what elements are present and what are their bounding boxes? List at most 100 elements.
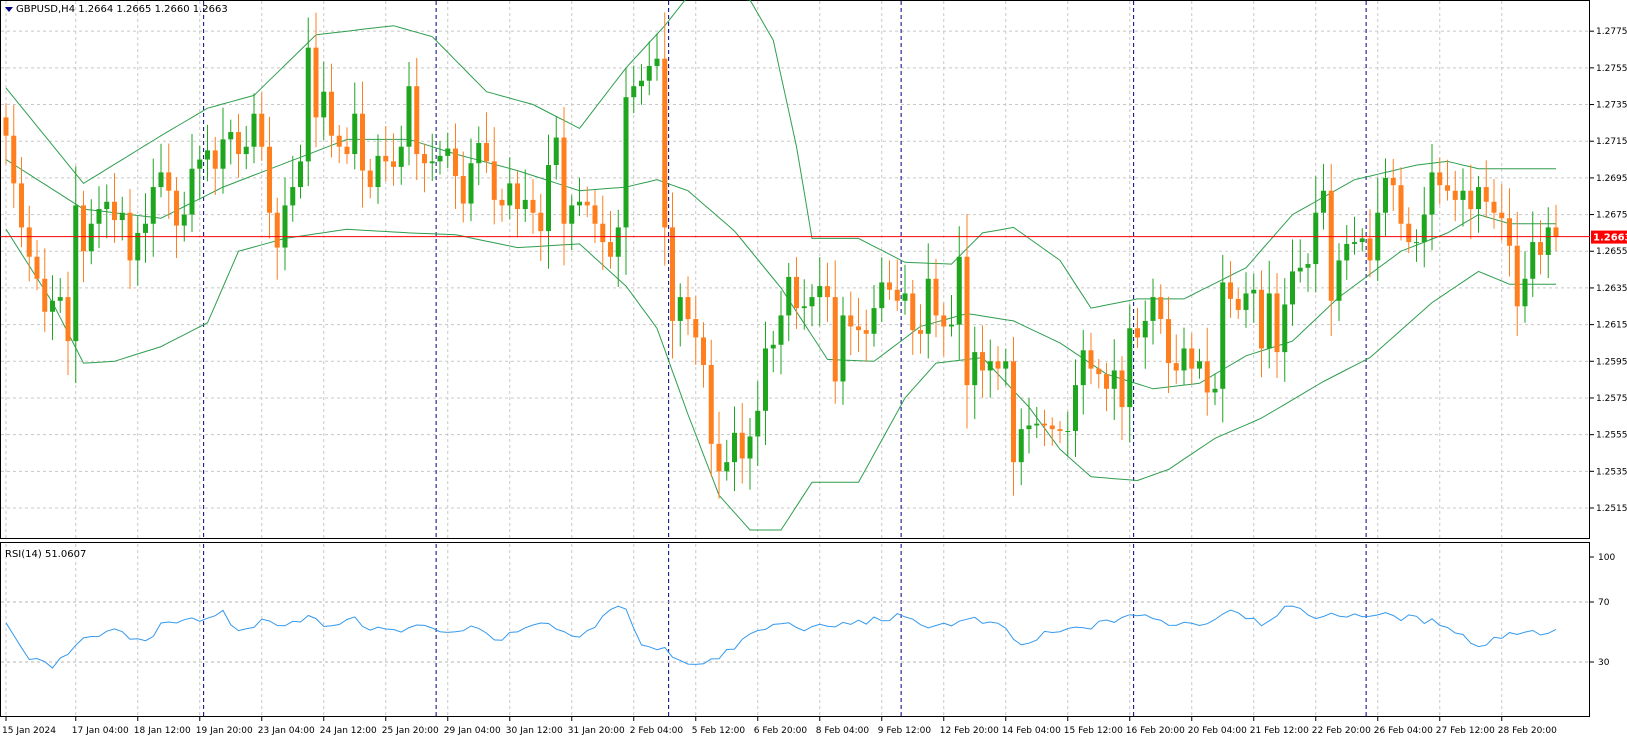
candle — [964, 214, 970, 429]
candle — [313, 12, 319, 148]
bear-candle-body — [65, 297, 71, 342]
candle — [158, 143, 164, 198]
bear-candle-body — [1499, 212, 1505, 219]
bull-candle-body — [1212, 388, 1218, 393]
candles[interactable] — [3, 12, 1559, 499]
bull-candle-body — [73, 205, 79, 342]
bull-candle-body — [522, 199, 528, 210]
bear-candle-body — [313, 47, 319, 118]
bull-candle-body — [507, 183, 513, 206]
bear-candle-body — [236, 132, 241, 155]
candle — [1452, 170, 1458, 222]
bull-candle-body — [1073, 385, 1078, 431]
bear-candle-body — [81, 205, 86, 252]
bull-candle-body — [104, 201, 110, 210]
bear-candle-body — [26, 227, 32, 257]
candle — [1530, 211, 1536, 297]
bear-candle-body — [1189, 348, 1195, 369]
bull-candle-body — [1460, 190, 1466, 200]
candle — [747, 417, 753, 490]
time-tick-label: 21 Feb 12:00 — [1250, 726, 1309, 736]
price-tick-label: 1.2515 — [1596, 504, 1627, 514]
current-price-line: 1.2663 — [1, 230, 1627, 244]
candle — [949, 295, 954, 337]
price-tick-label: 1.2575 — [1596, 394, 1627, 404]
candle — [755, 381, 761, 467]
candle — [553, 116, 559, 180]
candle — [1507, 188, 1512, 277]
candle — [623, 68, 629, 275]
bull-candle-body — [50, 300, 55, 312]
bull-candle-body — [724, 462, 730, 472]
time-tick-label: 23 Jan 04:00 — [258, 726, 315, 736]
candle — [995, 346, 1001, 390]
time-tick-label: 8 Feb 04:00 — [816, 726, 870, 736]
price-tick-label: 1.2655 — [1596, 247, 1627, 257]
candle — [259, 92, 265, 161]
candle — [484, 112, 489, 173]
bollinger-lower-band — [5, 228, 1556, 531]
bull-candle-body — [569, 205, 575, 224]
candle — [42, 248, 48, 332]
bull-candle-body — [88, 223, 94, 252]
candle — [321, 61, 327, 140]
bull-candle-body — [57, 297, 63, 301]
bear-candle-body — [863, 330, 869, 334]
bull-candle-body — [1243, 293, 1249, 310]
candle — [181, 191, 187, 242]
candle — [832, 260, 838, 404]
time-tick-label: 16 Feb 20:00 — [1126, 726, 1185, 736]
bear-candle-body — [1166, 319, 1171, 364]
bear-candle-body — [693, 319, 699, 338]
bear-candle-body — [1507, 218, 1512, 246]
price-tick-label: 1.2595 — [1596, 357, 1627, 367]
candle — [1111, 339, 1117, 421]
time-tick-label: 5 Feb 12:00 — [692, 726, 746, 736]
candle — [143, 193, 148, 263]
candle — [65, 271, 71, 376]
candle — [499, 188, 505, 222]
candle — [848, 291, 854, 356]
bear-candle-body — [112, 201, 117, 221]
candle — [1088, 332, 1094, 385]
candle — [654, 33, 660, 81]
candle — [267, 116, 272, 239]
candle — [429, 133, 435, 181]
bear-candle-body — [538, 212, 544, 232]
candle — [251, 93, 257, 164]
bear-candle-body — [1452, 190, 1458, 200]
candle — [980, 325, 985, 398]
candle — [584, 186, 590, 218]
candle — [344, 127, 350, 164]
candle — [228, 119, 234, 165]
bull-candle-body — [1080, 350, 1086, 386]
bull-candle-body — [119, 212, 125, 221]
candle — [887, 260, 892, 300]
candle — [987, 339, 993, 398]
candle — [871, 284, 877, 347]
bear-candle-body — [34, 256, 40, 279]
bear-candle-body — [670, 227, 675, 321]
candle — [1483, 160, 1489, 218]
candle — [1321, 163, 1326, 230]
candle — [856, 297, 861, 352]
bull-candle-body — [1266, 293, 1272, 349]
candle — [1313, 176, 1319, 293]
symbol-dropdown-triangle-icon[interactable] — [5, 7, 13, 12]
candle — [615, 209, 621, 288]
bull-candle-body — [646, 66, 652, 81]
bull-candle-body — [615, 227, 621, 257]
main-panel-frame — [0, 0, 1590, 539]
candle — [1065, 411, 1071, 457]
bear-candle-body — [1173, 363, 1179, 371]
time-tick-label: 26 Feb 04:00 — [1374, 726, 1433, 736]
bull-candle-body — [1421, 214, 1427, 243]
candle — [391, 133, 396, 186]
bear-candle-body — [1367, 238, 1373, 261]
bull-candle-body — [1344, 243, 1350, 261]
rsi-line — [5, 605, 1557, 669]
candle — [336, 124, 342, 164]
bear-candle-body — [1158, 297, 1164, 320]
bear-candle-body — [1553, 227, 1559, 237]
